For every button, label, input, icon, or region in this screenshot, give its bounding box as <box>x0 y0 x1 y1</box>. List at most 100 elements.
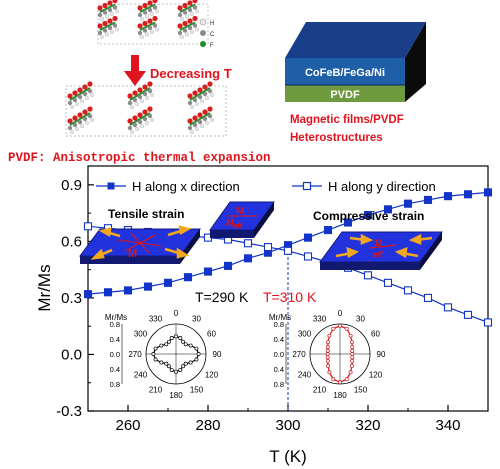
polar-angle-label: 180 <box>333 391 347 400</box>
polar-point <box>350 348 355 353</box>
data-point-y <box>303 252 313 261</box>
carbon-atom <box>147 113 153 119</box>
bond <box>194 118 201 123</box>
fluorine-atom <box>107 18 113 24</box>
fluorine-atom <box>187 118 193 124</box>
fluorine-atom <box>142 20 148 27</box>
carbon-atom <box>82 91 88 97</box>
y-tick-label: 0.3 <box>61 290 82 307</box>
polar-point <box>350 340 354 344</box>
hydrogen-atom <box>154 27 159 32</box>
hydrogen-atom <box>134 126 139 131</box>
polar-radial-tick: 0.4 <box>274 335 284 344</box>
carbon-atom <box>142 116 148 122</box>
hydrogen-atom <box>114 9 119 14</box>
polar-point <box>194 346 199 351</box>
carbon-atom <box>112 23 118 28</box>
bond <box>129 96 136 101</box>
polar-angle-label: 150 <box>354 386 368 395</box>
polar-point <box>159 360 164 365</box>
fluorine-atom <box>137 87 143 93</box>
polar-angle-label: 150 <box>190 386 204 395</box>
element-legend: H C F <box>199 18 215 49</box>
polar-point <box>169 368 174 372</box>
polymer-chain <box>137 15 159 40</box>
bond <box>189 3 196 8</box>
polar-point <box>344 326 349 331</box>
carbon-atom <box>87 88 93 94</box>
data-point-x <box>323 226 333 235</box>
carbon-atom <box>67 100 73 106</box>
arrow-label: Decreasing T <box>150 66 232 81</box>
bond <box>74 93 81 98</box>
hydrogen-atom <box>144 95 149 100</box>
compressive-arrows <box>335 233 433 259</box>
polar-point <box>181 364 186 369</box>
data-point-y <box>443 303 453 312</box>
carbon-atom <box>187 100 193 106</box>
bond <box>74 118 81 123</box>
polar-point <box>183 342 188 347</box>
polar-point <box>159 343 164 348</box>
bond <box>129 121 136 126</box>
carbon-atom <box>72 122 78 128</box>
carbon-atom <box>192 5 198 10</box>
unit-cell-lower <box>65 85 227 137</box>
data-point-x <box>403 199 413 208</box>
carbon-atom <box>127 125 133 131</box>
caption-left: PVDF: Anisotropic thermal expansion <box>8 151 271 165</box>
hydrogen-atom <box>194 126 199 131</box>
polymer-chain <box>67 81 94 109</box>
fluorine-atom <box>207 106 213 112</box>
hydrogen-atom <box>184 14 189 19</box>
x-tick-label: 280 <box>195 417 220 434</box>
polar-point <box>331 377 336 382</box>
carbon-atom <box>77 94 83 100</box>
data-point-y <box>463 310 473 319</box>
fluorine-atom <box>77 112 83 118</box>
carbon-atom <box>112 5 118 10</box>
tensile-label: Tensile strain <box>108 207 184 221</box>
hydrogen-atom <box>204 95 209 100</box>
t290-label: T=290 K <box>195 289 249 305</box>
legend-f: F <box>210 43 214 49</box>
y-tick-label: 0.0 <box>61 346 82 363</box>
bond <box>204 87 211 92</box>
carbon-atom <box>207 113 213 119</box>
stack-bottom-label: PVDF <box>330 89 360 101</box>
fluorine-atom <box>147 18 153 24</box>
polar-point <box>166 339 171 344</box>
carbon-atom <box>207 88 213 94</box>
carbon-atom <box>87 113 93 119</box>
fluorine-atom <box>182 2 188 9</box>
polar-angle-label: 30 <box>192 314 201 323</box>
data-point-x <box>343 218 353 227</box>
polar-point <box>196 352 201 356</box>
polymer-chain <box>127 81 154 109</box>
fluorine-atom <box>112 15 118 22</box>
polar-point <box>327 370 332 375</box>
carbon-atom <box>72 97 78 103</box>
bond <box>139 90 146 95</box>
hydrogen-atom <box>184 32 189 37</box>
data-point-y <box>363 271 373 280</box>
polar-radial-tick: 0.8 <box>110 380 120 389</box>
data-point-y <box>403 286 413 295</box>
carbon-atom <box>177 30 183 36</box>
carbon-atom <box>127 100 133 106</box>
data-point-x <box>223 261 233 270</box>
hydrogen-atom <box>69 129 74 134</box>
carbon-atom <box>182 28 188 33</box>
bond <box>99 26 106 31</box>
legend-label-y: H along y direction <box>328 179 436 194</box>
polar-point <box>325 359 330 364</box>
hydrogen-atom <box>84 120 89 125</box>
fluorine-atom <box>137 112 143 118</box>
data-point-y <box>483 318 493 327</box>
bond <box>69 121 76 126</box>
hydrogen-atom <box>189 104 194 109</box>
polar-point <box>338 323 342 328</box>
compressive-label: Compressive strain <box>313 209 424 223</box>
